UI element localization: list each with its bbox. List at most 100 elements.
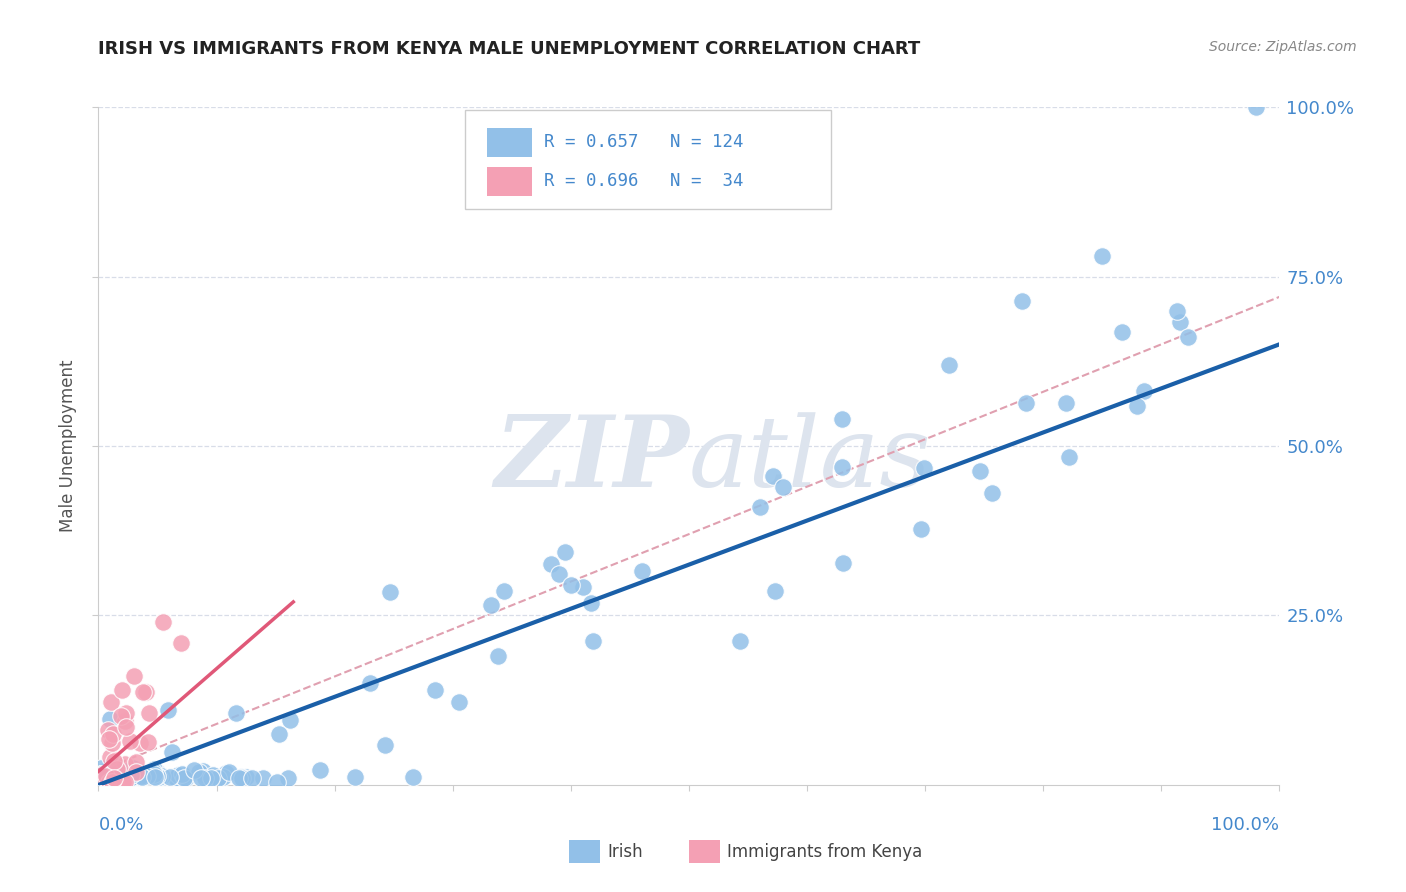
Point bbox=[96, 769, 118, 783]
Point bbox=[152, 615, 174, 630]
Point bbox=[267, 727, 290, 741]
Point bbox=[120, 771, 142, 785]
Y-axis label: Male Unemployment: Male Unemployment bbox=[59, 359, 77, 533]
Point bbox=[111, 767, 134, 781]
Point bbox=[229, 771, 252, 785]
Point bbox=[103, 727, 125, 741]
Bar bbox=[486, 168, 531, 196]
Point bbox=[278, 713, 301, 727]
Point bbox=[125, 765, 148, 780]
Point bbox=[423, 682, 446, 697]
Point bbox=[215, 765, 238, 780]
Point bbox=[554, 545, 576, 559]
Point bbox=[748, 500, 770, 514]
Point bbox=[114, 774, 136, 789]
Point bbox=[1244, 100, 1267, 114]
Point bbox=[540, 558, 562, 572]
Text: ZIP: ZIP bbox=[494, 411, 689, 508]
Point bbox=[89, 770, 111, 784]
Point bbox=[121, 765, 143, 780]
Point bbox=[831, 412, 853, 426]
Point bbox=[148, 770, 170, 784]
Point bbox=[208, 770, 231, 784]
Text: 100.0%: 100.0% bbox=[1212, 815, 1279, 833]
Point bbox=[100, 712, 122, 726]
Point bbox=[115, 764, 138, 779]
Point bbox=[122, 761, 145, 775]
Text: R = 0.696   N =  34: R = 0.696 N = 34 bbox=[544, 172, 744, 190]
Point bbox=[193, 764, 215, 778]
Point bbox=[1170, 315, 1192, 329]
Point bbox=[112, 774, 135, 789]
Point bbox=[125, 764, 148, 778]
Point bbox=[235, 770, 257, 784]
Point bbox=[225, 706, 247, 720]
Point bbox=[560, 577, 582, 591]
Point bbox=[479, 599, 502, 613]
Point bbox=[138, 706, 160, 720]
Point bbox=[488, 649, 510, 664]
Point bbox=[581, 596, 603, 610]
Point bbox=[115, 766, 138, 780]
Point bbox=[183, 763, 205, 777]
Point bbox=[139, 768, 162, 782]
Point bbox=[132, 685, 155, 699]
Point bbox=[190, 771, 212, 785]
Point bbox=[912, 461, 935, 475]
Point bbox=[150, 769, 173, 783]
Point bbox=[1015, 396, 1038, 410]
Point bbox=[131, 770, 153, 784]
Point bbox=[266, 774, 288, 789]
Point bbox=[107, 765, 129, 780]
Point bbox=[1057, 450, 1080, 464]
Point bbox=[143, 767, 166, 781]
Point bbox=[90, 767, 112, 781]
Point bbox=[122, 669, 145, 683]
Point bbox=[449, 695, 471, 709]
Point bbox=[910, 523, 932, 537]
Point bbox=[100, 695, 122, 709]
Point bbox=[212, 770, 235, 784]
Point bbox=[103, 754, 125, 768]
Point bbox=[150, 771, 173, 785]
Text: Source: ZipAtlas.com: Source: ZipAtlas.com bbox=[1209, 40, 1357, 54]
Text: IRISH VS IMMIGRANTS FROM KENYA MALE UNEMPLOYMENT CORRELATION CHART: IRISH VS IMMIGRANTS FROM KENYA MALE UNEM… bbox=[98, 40, 921, 58]
Point bbox=[728, 633, 751, 648]
Point bbox=[117, 770, 139, 784]
Point bbox=[146, 765, 169, 780]
Point bbox=[772, 480, 794, 494]
Point bbox=[582, 634, 605, 648]
Point bbox=[277, 771, 299, 785]
Point bbox=[120, 734, 142, 748]
Point bbox=[104, 770, 127, 784]
Point bbox=[112, 767, 135, 781]
Point bbox=[763, 583, 786, 598]
Point bbox=[173, 768, 195, 782]
Point bbox=[187, 765, 209, 780]
Point bbox=[101, 774, 124, 789]
Point bbox=[762, 469, 785, 483]
Point bbox=[120, 768, 142, 782]
Point bbox=[143, 762, 166, 776]
Point bbox=[374, 738, 396, 752]
Text: R = 0.657   N = 124: R = 0.657 N = 124 bbox=[544, 133, 744, 151]
Point bbox=[240, 771, 263, 785]
Point bbox=[111, 774, 134, 789]
Point bbox=[135, 768, 157, 782]
FancyBboxPatch shape bbox=[464, 111, 831, 209]
Bar bbox=[486, 128, 531, 156]
Point bbox=[97, 769, 120, 783]
Point bbox=[114, 720, 136, 734]
Point bbox=[492, 584, 515, 599]
Point bbox=[832, 556, 855, 570]
Point bbox=[1111, 325, 1133, 339]
Point bbox=[127, 771, 149, 785]
Point bbox=[202, 768, 225, 782]
Point bbox=[831, 459, 853, 474]
Point bbox=[90, 769, 112, 783]
Point bbox=[91, 771, 114, 785]
Point bbox=[174, 771, 197, 785]
Point bbox=[166, 770, 188, 784]
Point bbox=[228, 771, 250, 785]
Point bbox=[1133, 384, 1156, 399]
